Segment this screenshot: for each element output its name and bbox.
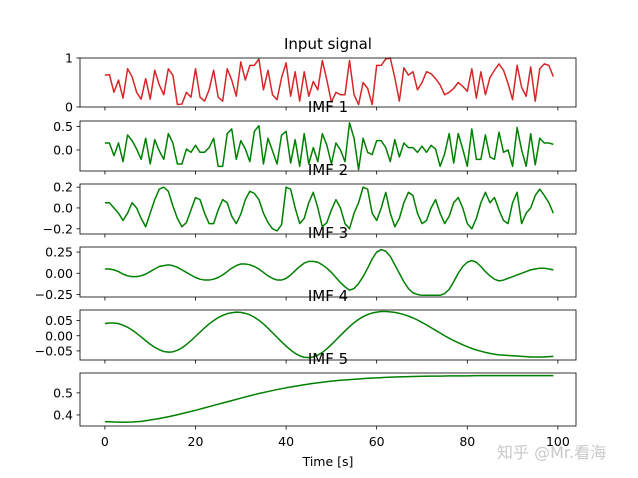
subplot-3: 0.2 0.0 −0.2 IMF 2 — [43, 161, 577, 238]
x-tick-label: 20 — [188, 434, 204, 449]
y-tick-label: 0.00 — [45, 266, 73, 281]
y-tick-label: 0.05 — [45, 313, 73, 328]
subplot-title: Input signal — [284, 35, 372, 53]
y-tick-label: 1 — [65, 51, 73, 66]
subplot-1: 0 1 Input signal — [65, 35, 577, 115]
y-tick-label: 0.25 — [45, 245, 73, 260]
axes-frame — [79, 372, 577, 427]
x-tick-label: 80 — [459, 434, 475, 449]
axes-frame — [79, 120, 577, 172]
x-tick-label: 0 — [101, 434, 109, 449]
y-tick-label: 0.5 — [53, 385, 73, 400]
series-line — [104, 374, 554, 423]
subplot-4: 0.25 0.00 −0.25 IMF 3 — [35, 224, 577, 302]
x-tick-label: 40 — [278, 434, 294, 449]
y-tick-label: 0.2 — [53, 180, 73, 195]
y-tick-label: 0.0 — [53, 142, 73, 157]
y-tick-label: −0.25 — [35, 287, 73, 302]
watermark: 知乎 @Mr.看海 — [497, 443, 606, 462]
subplot-title: IMF 5 — [308, 350, 348, 368]
y-tick-label: −0.2 — [43, 221, 73, 236]
series-line — [104, 186, 555, 232]
x-tick-label: 100 — [546, 434, 570, 449]
subplot-title: IMF 3 — [308, 224, 348, 242]
series-line — [104, 57, 555, 106]
y-tick-label: 0.00 — [45, 328, 73, 343]
subplot-title: IMF 1 — [308, 98, 348, 116]
axes-frame — [79, 246, 577, 298]
y-tick-label: 0 — [65, 100, 73, 115]
subplot-6: 0.5 0.4 IMF 5 — [53, 350, 577, 430]
y-tick-label: 0.4 — [53, 407, 73, 422]
subplot-2: 0.5 0.0 IMF 1 — [53, 98, 577, 175]
series-line — [104, 122, 554, 171]
y-tick-label: 0.0 — [53, 200, 73, 215]
series-line — [104, 310, 554, 359]
x-tick-label: 60 — [369, 434, 385, 449]
axes-frame — [79, 183, 577, 235]
subplot-title: IMF 2 — [308, 161, 348, 179]
subplot-title: IMF 4 — [308, 287, 348, 305]
series-line — [104, 248, 554, 297]
y-tick-label: 0.5 — [53, 119, 73, 134]
x-axis-label: Time [s] — [302, 454, 354, 469]
axes-frame — [79, 57, 577, 108]
axes-frame — [79, 309, 577, 361]
subplots: 0 1 Input signal 0.5 0.0 IMF 1 0.2 0.0 −0.2 IMF 2… — [35, 35, 577, 469]
y-tick-label: −0.05 — [35, 343, 73, 358]
subplot-5: 0.050.00−0.05 IMF 4 — [35, 287, 577, 364]
